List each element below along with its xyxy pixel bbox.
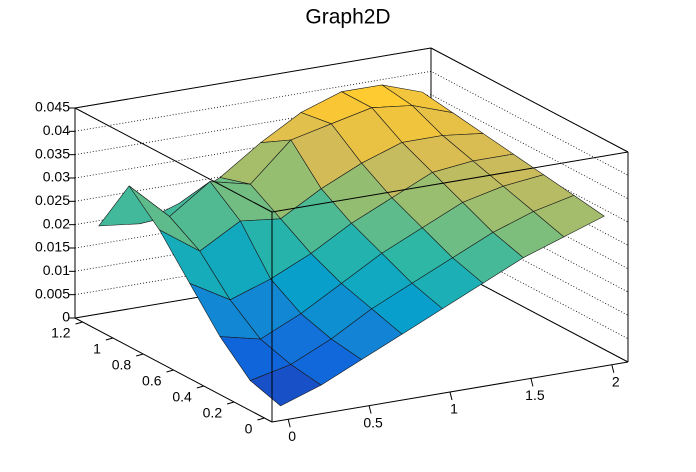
box-edge xyxy=(430,47,629,153)
z-tick-label: 0.01 xyxy=(43,262,70,278)
grid-line xyxy=(74,70,629,176)
y-tick xyxy=(136,353,144,357)
y-tick xyxy=(105,337,114,341)
chart-title: Graph2D xyxy=(305,6,390,29)
grid-line xyxy=(74,94,629,200)
axis-line xyxy=(74,107,273,213)
x-tick xyxy=(611,364,615,373)
y-tick-label: 0.8 xyxy=(112,357,132,373)
grid-line xyxy=(74,140,629,246)
y-tick-label: 0.2 xyxy=(203,405,223,421)
y-tick xyxy=(75,321,83,325)
x-tick xyxy=(368,405,372,414)
z-tick-label: 0 xyxy=(62,309,70,325)
x-tick-label: 1.5 xyxy=(525,387,545,403)
grid-line xyxy=(74,117,629,223)
box-edge xyxy=(74,47,432,109)
x-tick xyxy=(287,419,291,428)
y-tick-label: 0.6 xyxy=(142,373,162,389)
x-tick xyxy=(530,378,534,387)
y-tick-label: 0.4 xyxy=(172,389,192,405)
z-tick-label: 0.02 xyxy=(43,215,70,231)
x-tick-label: 2 xyxy=(612,373,620,389)
y-tick-label: 1 xyxy=(93,341,101,357)
z-tick-label: 0.045 xyxy=(35,99,70,115)
z-tick-label: 0.005 xyxy=(35,285,70,301)
z-tick-label: 0.03 xyxy=(43,169,70,185)
x-tick xyxy=(449,391,453,401)
z-tick-label: 0.04 xyxy=(43,122,70,138)
x-tick-label: 0.5 xyxy=(363,414,383,430)
x-tick-label: 1 xyxy=(450,401,458,417)
y-tick xyxy=(226,401,235,405)
y-tick xyxy=(257,417,265,421)
x-tick-label: 0 xyxy=(288,428,296,444)
y-tick xyxy=(166,369,174,373)
y-tick-label: 1.2 xyxy=(51,325,71,341)
axis-line xyxy=(271,151,629,213)
y-tick xyxy=(196,385,204,389)
z-tick-label: 0.015 xyxy=(35,239,70,255)
z-tick-label: 0.035 xyxy=(35,145,70,161)
y-tick-label: 0 xyxy=(245,421,253,437)
surface-cell xyxy=(249,364,322,407)
z-tick-label: 0.025 xyxy=(35,192,70,208)
